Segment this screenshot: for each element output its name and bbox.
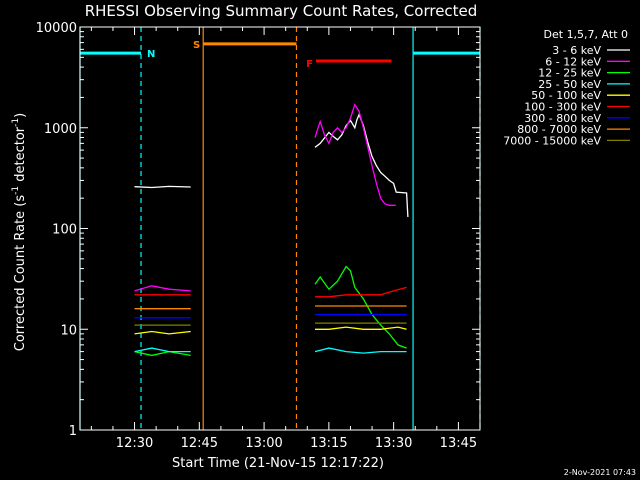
saa-label: S xyxy=(193,40,200,51)
legend-label-6: 100 - 300 keV xyxy=(524,101,601,114)
series-line-6 xyxy=(134,286,407,298)
y-tick-label: 10000 xyxy=(36,21,77,36)
legend-label-2: 6 - 12 keV xyxy=(545,55,601,68)
y-tick-label: 10 xyxy=(60,323,77,338)
series-line-2 xyxy=(134,102,396,292)
series-line-9 xyxy=(134,322,407,326)
series-line-7 xyxy=(134,313,407,319)
legend-label-8: 800 - 7000 keV xyxy=(517,123,601,136)
plot-frame xyxy=(79,26,481,431)
legend-label-1: 3 - 6 keV xyxy=(552,44,601,57)
legend-label-5: 50 - 100 keV xyxy=(531,89,601,102)
night-label: N xyxy=(147,49,155,60)
timestamp: 2-Nov-2021 07:43 xyxy=(564,468,636,477)
x-tick-label: 12:30 xyxy=(116,436,153,451)
series-line-5 xyxy=(134,326,407,335)
legend-title: Det 1,5,7, Att 0 xyxy=(544,28,628,41)
legend-label-9: 7000 - 15000 keV xyxy=(503,134,601,147)
plot-area: N S F 12:30 12:45 13:00 13:15 13:30 13:45 1 10 100 1… xyxy=(36,21,481,451)
y-tick-label: 100 xyxy=(52,223,77,238)
series-line-8 xyxy=(134,305,407,310)
chart-title: RHESSI Observing Summary Count Rates, Co… xyxy=(85,2,478,20)
series-line-1 xyxy=(134,112,409,218)
x-tick-label: 12:45 xyxy=(181,436,218,451)
legend-label-3: 12 - 25 keV xyxy=(538,67,601,80)
x-tick-label: 13:45 xyxy=(440,436,477,451)
series-line-3 xyxy=(134,265,407,357)
y-axis-label: Corrected Count Rate (s-1 detector-1) xyxy=(11,113,28,351)
legend-label-7: 300 - 800 keV xyxy=(524,112,601,125)
legend-label-4: 25 - 50 keV xyxy=(538,78,601,91)
x-tick-label: 13:00 xyxy=(245,436,282,451)
y-tick-label: 1 xyxy=(69,424,77,439)
x-tick-label: 13:30 xyxy=(375,436,412,451)
series-line-4 xyxy=(134,347,407,354)
x-tick-label: 13:15 xyxy=(310,436,347,451)
x-axis-label: Start Time (21-Nov-15 12:17:22) xyxy=(172,456,384,471)
y-tick-label: 1000 xyxy=(44,122,77,137)
flare-label: F xyxy=(306,59,313,70)
